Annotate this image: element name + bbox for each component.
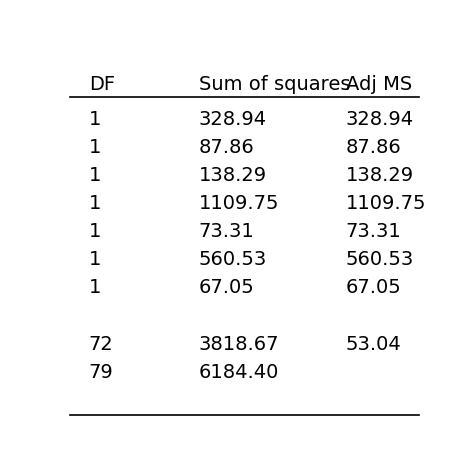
Text: 53.04: 53.04 (346, 335, 401, 354)
Text: 138.29: 138.29 (346, 166, 414, 185)
Text: 79: 79 (89, 363, 113, 382)
Text: DF: DF (89, 75, 115, 94)
Text: 73.31: 73.31 (346, 222, 401, 241)
Text: 1109.75: 1109.75 (199, 194, 279, 213)
Text: 73.31: 73.31 (199, 222, 255, 241)
Text: Adj MS: Adj MS (346, 75, 412, 94)
Text: 328.94: 328.94 (346, 110, 414, 129)
Text: 1: 1 (89, 194, 101, 213)
Text: 328.94: 328.94 (199, 110, 267, 129)
Text: 1109.75: 1109.75 (346, 194, 426, 213)
Text: 87.86: 87.86 (199, 138, 255, 157)
Text: 1: 1 (89, 250, 101, 269)
Text: 560.53: 560.53 (346, 250, 414, 269)
Text: 3818.67: 3818.67 (199, 335, 279, 354)
Text: 138.29: 138.29 (199, 166, 267, 185)
Text: 67.05: 67.05 (199, 278, 255, 297)
Text: Sum of squares: Sum of squares (199, 75, 350, 94)
Text: 6184.40: 6184.40 (199, 363, 279, 382)
Text: 1: 1 (89, 110, 101, 129)
Text: 72: 72 (89, 335, 113, 354)
Text: 1: 1 (89, 278, 101, 297)
Text: 1: 1 (89, 138, 101, 157)
Text: 67.05: 67.05 (346, 278, 401, 297)
Text: 87.86: 87.86 (346, 138, 401, 157)
Text: 1: 1 (89, 222, 101, 241)
Text: 1: 1 (89, 166, 101, 185)
Text: 560.53: 560.53 (199, 250, 267, 269)
